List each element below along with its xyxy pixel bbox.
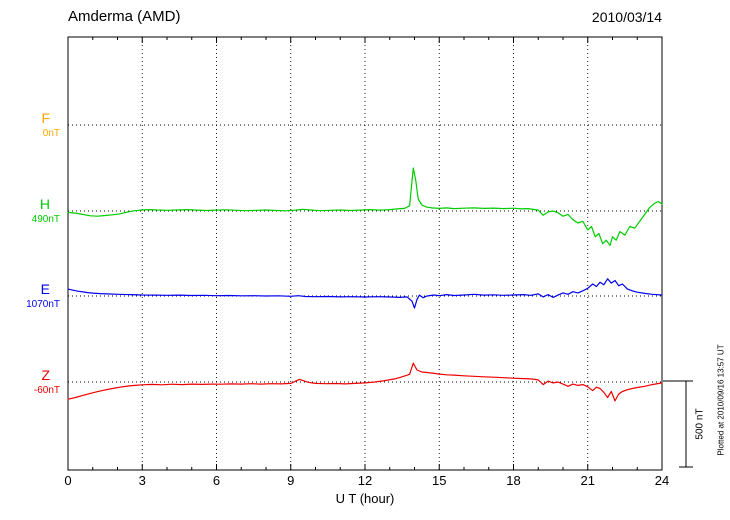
channel-baseline-H: 490nT (31, 214, 60, 225)
x-tick-label: 3 (139, 473, 146, 488)
scale-bar-label: 500 nT (694, 408, 706, 440)
channel-baseline-F: 0nT (42, 128, 60, 139)
x-tick-label: 21 (581, 473, 595, 488)
channel-baseline-E: 1070nT (26, 299, 60, 310)
station-title: Amderma (AMD) (68, 8, 181, 25)
plotted-at-note: Plotted at 2010/09/16 13:57 UT (716, 344, 726, 456)
channel-label-Z: Z (41, 367, 50, 383)
trace-H (67, 167, 663, 246)
channel-baseline-Z: -60nT (33, 385, 60, 396)
x-tick-label: 15 (432, 473, 446, 488)
trace-E (67, 278, 663, 309)
x-tick-label: 6 (213, 473, 220, 488)
x-tick-label: 12 (358, 473, 372, 488)
channel-label-F: F (41, 110, 50, 126)
channel-label-E: E (40, 281, 50, 297)
trace-Z (67, 362, 663, 402)
x-tick-label: 0 (64, 473, 71, 488)
channel-label-H: H (39, 196, 50, 212)
x-tick-label: 24 (655, 473, 669, 488)
plot-date: 2010/03/14 (591, 9, 662, 25)
x-tick-label: 18 (506, 473, 520, 488)
x-axis-label: U T (hour) (335, 491, 395, 506)
x-tick-label: 9 (287, 473, 294, 488)
